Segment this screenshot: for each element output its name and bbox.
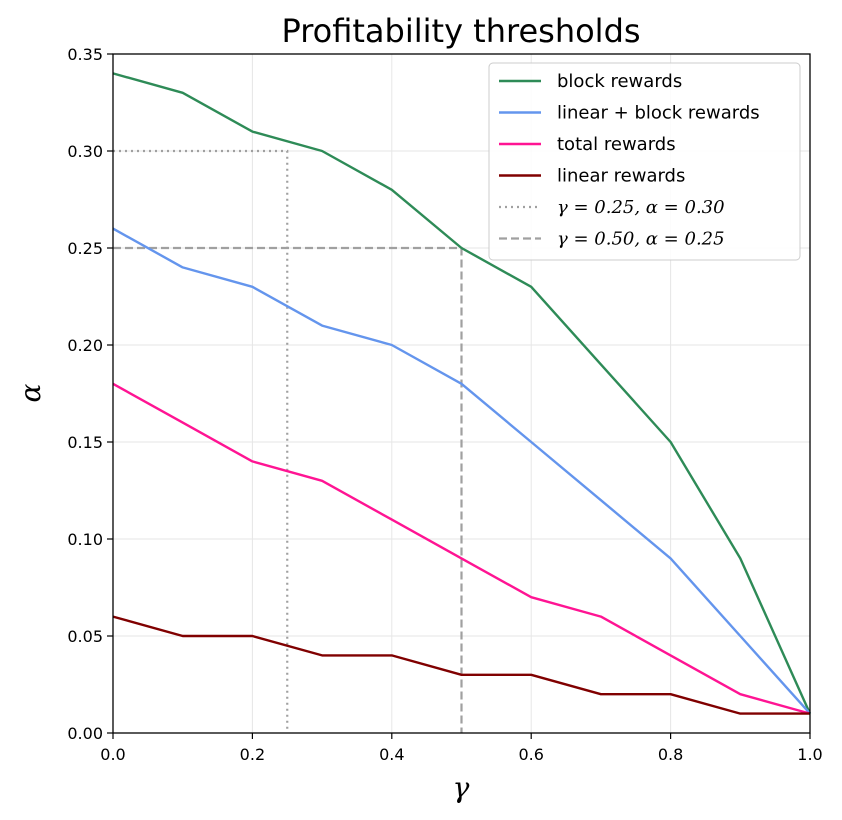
x-axis-label: γ [453, 771, 470, 804]
y-tick-label: 0.10 [67, 530, 103, 549]
plot-frame [112, 53, 811, 734]
y-tick-label: 0.20 [67, 336, 103, 355]
series-line-3 [112, 382, 811, 715]
y-tick-label: 0.00 [67, 724, 103, 743]
legend-label: γ = 0.50, α = 0.25 [557, 229, 725, 250]
x-tick-label: 0.8 [658, 745, 683, 764]
series-line-2 [112, 227, 811, 715]
legend-label: γ = 0.25, α = 0.30 [557, 197, 725, 218]
legend: block rewards linear + block rewards total… [488, 62, 801, 261]
legend-label: linear rewards [557, 166, 685, 187]
x-tick-label: 0.0 [100, 745, 125, 764]
y-tick-label: 0.05 [67, 627, 103, 646]
series-line-4 [112, 615, 810, 715]
legend-label: total rewards [557, 134, 676, 155]
y-tick-label: 0.30 [67, 142, 103, 161]
legend-label: block rewards [557, 71, 682, 92]
series-lines [112, 72, 812, 715]
axis-ticks: 0.0 0.2 0.4 0.6 0.8 1.0 0.00 0.05 0.10 0.15 0.20 0.… [67, 45, 822, 764]
y-tick-label: 0.35 [67, 45, 103, 64]
x-tick-label: 0.4 [379, 745, 404, 764]
x-tick-label: 0.6 [518, 745, 543, 764]
legend-box [488, 62, 801, 261]
x-tick-label: 0.2 [240, 745, 265, 764]
y-tick-label: 0.25 [67, 239, 103, 258]
legend-label: linear + block rewards [557, 103, 760, 124]
x-tick-label: 1.0 [797, 745, 822, 764]
series-line-1 [112, 72, 812, 715]
chart-title: Profitability thresholds [281, 12, 640, 50]
y-axis-label: α [14, 383, 47, 402]
reference-line-1 [113, 149, 289, 733]
y-tick-label: 0.15 [67, 433, 103, 452]
